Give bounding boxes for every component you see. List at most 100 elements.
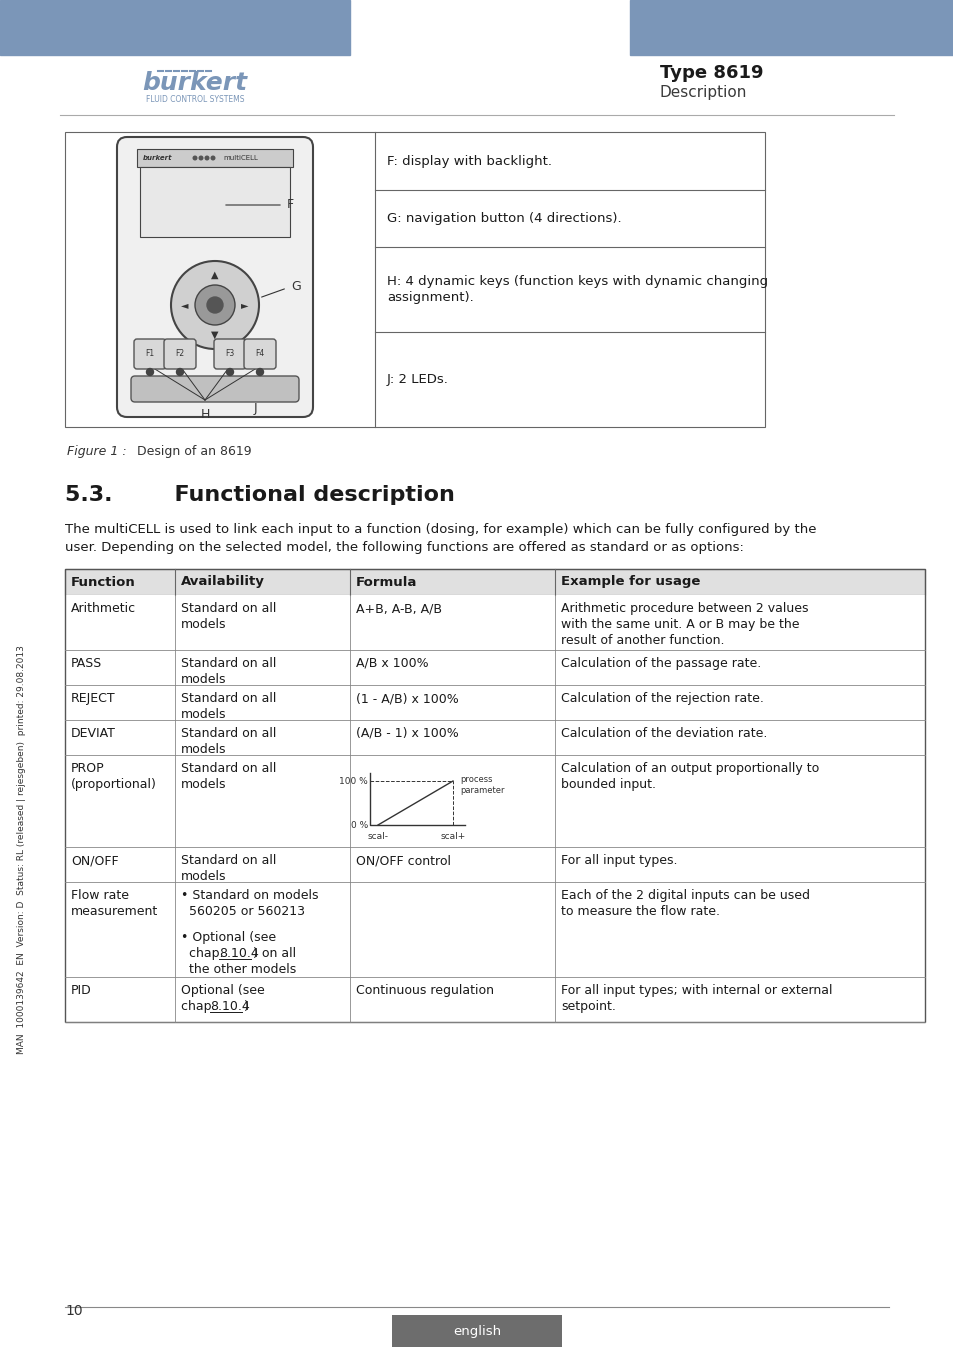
Text: ▲: ▲ xyxy=(211,270,218,279)
Circle shape xyxy=(176,369,183,375)
Text: Calculation of the passage rate.: Calculation of the passage rate. xyxy=(560,657,760,670)
Text: models: models xyxy=(181,778,226,791)
Text: H: H xyxy=(200,408,210,421)
Text: user. Depending on the selected model, the following functions are offered as st: user. Depending on the selected model, t… xyxy=(65,541,743,554)
Text: measurement: measurement xyxy=(71,904,158,918)
Circle shape xyxy=(193,157,196,159)
Text: Calculation of the deviation rate.: Calculation of the deviation rate. xyxy=(560,728,766,740)
Text: (proportional): (proportional) xyxy=(71,778,156,791)
Text: (A/B - 1) x 100%: (A/B - 1) x 100% xyxy=(355,728,458,740)
Text: 0 %: 0 % xyxy=(351,821,368,829)
Text: Standard on all: Standard on all xyxy=(181,693,276,705)
Text: DEVIAT: DEVIAT xyxy=(71,728,115,740)
Text: F1: F1 xyxy=(145,350,154,359)
Text: models: models xyxy=(181,618,226,630)
Bar xyxy=(140,167,290,238)
Text: Formula: Formula xyxy=(355,575,416,589)
Circle shape xyxy=(171,261,258,350)
Text: Arithmetic procedure between 2 values: Arithmetic procedure between 2 values xyxy=(560,602,807,616)
Text: ON/OFF control: ON/OFF control xyxy=(355,855,451,867)
Text: 100 %: 100 % xyxy=(339,776,368,786)
Text: multiCELL: multiCELL xyxy=(223,155,257,161)
Text: PASS: PASS xyxy=(71,657,102,670)
Text: Standard on all: Standard on all xyxy=(181,855,276,867)
FancyBboxPatch shape xyxy=(133,339,166,369)
Text: PROP: PROP xyxy=(71,761,105,775)
Text: Arithmetic: Arithmetic xyxy=(71,602,136,616)
Text: the other models: the other models xyxy=(181,963,296,976)
Bar xyxy=(65,882,924,977)
Text: For all input types.: For all input types. xyxy=(560,855,677,867)
Text: ◄: ◄ xyxy=(181,300,189,310)
Text: models: models xyxy=(181,707,226,721)
Text: F3: F3 xyxy=(225,350,234,359)
Text: 10: 10 xyxy=(65,1304,83,1318)
FancyBboxPatch shape xyxy=(244,339,275,369)
Text: Calculation of the rejection rate.: Calculation of the rejection rate. xyxy=(560,693,763,705)
Text: chap.: chap. xyxy=(181,1000,219,1012)
Text: models: models xyxy=(181,743,226,756)
Text: Description: Description xyxy=(659,85,746,100)
Text: F4: F4 xyxy=(255,350,264,359)
Bar xyxy=(65,568,924,595)
Bar xyxy=(65,132,764,427)
Text: Design of an 8619: Design of an 8619 xyxy=(137,446,252,458)
Bar xyxy=(629,0,953,55)
Text: Standard on all: Standard on all xyxy=(181,602,276,616)
Text: MAN  1000139642  EN  Version: D  Status: RL (released | rejesgeben)  printed: 29: MAN 1000139642 EN Version: D Status: RL … xyxy=(17,645,27,1054)
Bar xyxy=(0,0,350,55)
Text: 8.10.4: 8.10.4 xyxy=(219,946,259,960)
Text: Figure 1 :: Figure 1 : xyxy=(67,446,143,458)
Text: The multiCELL is used to link each input to a function (dosing, for example) whi: The multiCELL is used to link each input… xyxy=(65,522,816,536)
Circle shape xyxy=(199,157,203,159)
Bar xyxy=(137,148,293,167)
Text: ) on all: ) on all xyxy=(253,946,296,960)
Circle shape xyxy=(194,285,234,325)
Text: 560205 or 560213: 560205 or 560213 xyxy=(181,904,305,918)
Circle shape xyxy=(256,369,263,375)
Circle shape xyxy=(205,157,209,159)
Text: J: 2 LEDs.: J: 2 LEDs. xyxy=(387,373,449,386)
Bar xyxy=(65,720,924,755)
Text: Optional (see: Optional (see xyxy=(181,984,265,998)
Text: bounded input.: bounded input. xyxy=(560,778,656,791)
FancyBboxPatch shape xyxy=(213,339,246,369)
Text: H: 4 dynamic keys (function keys with dynamic changing
assignment).: H: 4 dynamic keys (function keys with dy… xyxy=(387,275,767,304)
Text: G: G xyxy=(291,279,300,293)
Text: process
parameter: process parameter xyxy=(459,775,504,795)
Text: with the same unit. A or B may be the: with the same unit. A or B may be the xyxy=(560,618,799,630)
Bar xyxy=(65,649,924,684)
Bar xyxy=(65,684,924,720)
Circle shape xyxy=(207,297,223,313)
Text: Availability: Availability xyxy=(181,575,265,589)
Bar xyxy=(65,595,924,649)
FancyBboxPatch shape xyxy=(131,377,298,402)
Text: Standard on all: Standard on all xyxy=(181,728,276,740)
Text: ►: ► xyxy=(241,300,249,310)
Text: J: J xyxy=(253,402,256,414)
Text: Standard on all: Standard on all xyxy=(181,761,276,775)
Text: (1 - A/B) x 100%: (1 - A/B) x 100% xyxy=(355,693,458,705)
Bar xyxy=(65,846,924,882)
Text: Function: Function xyxy=(71,575,135,589)
FancyBboxPatch shape xyxy=(164,339,195,369)
Text: result of another function.: result of another function. xyxy=(560,634,723,647)
Text: For all input types; with internal or external: For all input types; with internal or ex… xyxy=(560,984,832,998)
Text: A+B, A-B, A/B: A+B, A-B, A/B xyxy=(355,602,441,616)
Circle shape xyxy=(226,369,233,375)
FancyBboxPatch shape xyxy=(117,136,313,417)
Text: A/B x 100%: A/B x 100% xyxy=(355,657,428,670)
Text: ): ) xyxy=(244,1000,249,1012)
Bar xyxy=(65,568,924,1022)
Text: english: english xyxy=(453,1324,500,1338)
Text: FLUID CONTROL SYSTEMS: FLUID CONTROL SYSTEMS xyxy=(146,95,244,104)
Text: PID: PID xyxy=(71,984,91,998)
Text: 5.3.        Functional description: 5.3. Functional description xyxy=(65,485,455,505)
Text: setpoint.: setpoint. xyxy=(560,1000,616,1012)
Text: Type 8619: Type 8619 xyxy=(659,63,762,82)
Text: Continuous regulation: Continuous regulation xyxy=(355,984,494,998)
Text: scal-: scal- xyxy=(367,832,388,841)
Bar xyxy=(392,1315,561,1347)
Text: Example for usage: Example for usage xyxy=(560,575,700,589)
Text: Standard on all: Standard on all xyxy=(181,657,276,670)
